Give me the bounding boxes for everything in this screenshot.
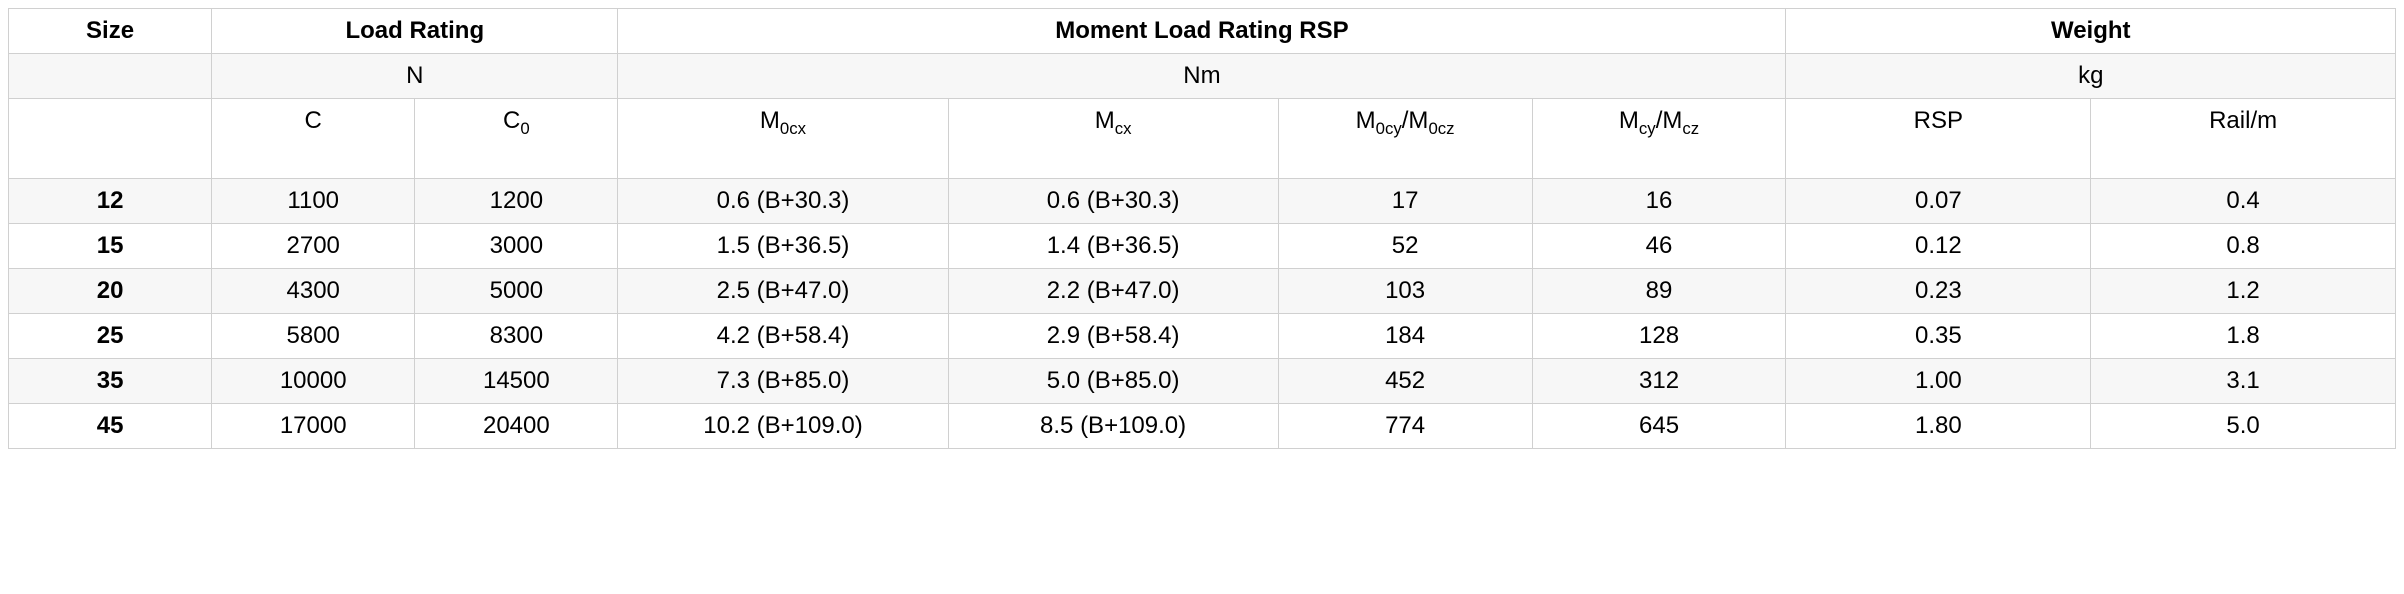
cell-rail: 1.2 bbox=[2091, 269, 2396, 314]
cell-rsp: 0.35 bbox=[1786, 314, 2091, 359]
subheader-rsp: RSP bbox=[1786, 99, 2091, 179]
cell-size: 12 bbox=[9, 179, 212, 224]
cell-mcx: 0.6 (B+30.3) bbox=[948, 179, 1278, 224]
table-body: 12110012000.6 (B+30.3)0.6 (B+30.3)17160.… bbox=[9, 179, 2396, 449]
load-rating-table: Size Load Rating Moment Load Rating RSP … bbox=[8, 8, 2396, 449]
subheader-size-blank bbox=[9, 99, 212, 179]
header-weight: Weight bbox=[1786, 9, 2396, 54]
cell-rail: 0.4 bbox=[2091, 179, 2396, 224]
cell-c: 1100 bbox=[212, 179, 415, 224]
cell-c: 5800 bbox=[212, 314, 415, 359]
cell-c0: 8300 bbox=[415, 314, 618, 359]
cell-mcy: 312 bbox=[1532, 359, 1786, 404]
cell-mcy: 16 bbox=[1532, 179, 1786, 224]
cell-m0cy: 774 bbox=[1278, 404, 1532, 449]
cell-rail: 5.0 bbox=[2091, 404, 2396, 449]
cell-c0: 14500 bbox=[415, 359, 618, 404]
cell-mcx: 1.4 (B+36.5) bbox=[948, 224, 1278, 269]
subheader-m0cy: M0cy/M0cz bbox=[1278, 99, 1532, 179]
cell-m0cx: 2.5 (B+47.0) bbox=[618, 269, 948, 314]
cell-m0cy: 17 bbox=[1278, 179, 1532, 224]
cell-mcy: 128 bbox=[1532, 314, 1786, 359]
cell-mcx: 2.2 (B+47.0) bbox=[948, 269, 1278, 314]
cell-m0cx: 7.3 (B+85.0) bbox=[618, 359, 948, 404]
unit-moment-load: Nm bbox=[618, 54, 1786, 99]
cell-m0cy: 52 bbox=[1278, 224, 1532, 269]
cell-c0: 20400 bbox=[415, 404, 618, 449]
subheader-c: C bbox=[212, 99, 415, 179]
subheader-mcx: Mcx bbox=[948, 99, 1278, 179]
cell-c0: 1200 bbox=[415, 179, 618, 224]
cell-m0cy: 184 bbox=[1278, 314, 1532, 359]
cell-rsp: 0.07 bbox=[1786, 179, 2091, 224]
unit-size-blank bbox=[9, 54, 212, 99]
table-row: 3510000145007.3 (B+85.0)5.0 (B+85.0)4523… bbox=[9, 359, 2396, 404]
cell-size: 45 bbox=[9, 404, 212, 449]
cell-c: 4300 bbox=[212, 269, 415, 314]
table-row: 45170002040010.2 (B+109.0)8.5 (B+109.0)7… bbox=[9, 404, 2396, 449]
cell-c0: 3000 bbox=[415, 224, 618, 269]
cell-m0cy: 103 bbox=[1278, 269, 1532, 314]
cell-c0: 5000 bbox=[415, 269, 618, 314]
unit-load-rating: N bbox=[212, 54, 618, 99]
cell-size: 25 bbox=[9, 314, 212, 359]
cell-mcy: 46 bbox=[1532, 224, 1786, 269]
cell-c: 10000 bbox=[212, 359, 415, 404]
cell-c: 17000 bbox=[212, 404, 415, 449]
table-row: 20430050002.5 (B+47.0)2.2 (B+47.0)103890… bbox=[9, 269, 2396, 314]
cell-m0cx: 4.2 (B+58.4) bbox=[618, 314, 948, 359]
header-moment-load: Moment Load Rating RSP bbox=[618, 9, 1786, 54]
header-load-rating: Load Rating bbox=[212, 9, 618, 54]
subheader-m0cx: M0cx bbox=[618, 99, 948, 179]
subheader-rail: Rail/m bbox=[2091, 99, 2396, 179]
cell-rail: 0.8 bbox=[2091, 224, 2396, 269]
cell-m0cx: 10.2 (B+109.0) bbox=[618, 404, 948, 449]
cell-size: 35 bbox=[9, 359, 212, 404]
cell-size: 15 bbox=[9, 224, 212, 269]
cell-mcy: 89 bbox=[1532, 269, 1786, 314]
table-row: 15270030001.5 (B+36.5)1.4 (B+36.5)52460.… bbox=[9, 224, 2396, 269]
table-row: 25580083004.2 (B+58.4)2.9 (B+58.4)184128… bbox=[9, 314, 2396, 359]
cell-size: 20 bbox=[9, 269, 212, 314]
cell-mcy: 645 bbox=[1532, 404, 1786, 449]
cell-mcx: 8.5 (B+109.0) bbox=[948, 404, 1278, 449]
cell-rsp: 0.23 bbox=[1786, 269, 2091, 314]
cell-mcx: 5.0 (B+85.0) bbox=[948, 359, 1278, 404]
cell-mcx: 2.9 (B+58.4) bbox=[948, 314, 1278, 359]
unit-weight: kg bbox=[1786, 54, 2396, 99]
cell-c: 2700 bbox=[212, 224, 415, 269]
header-row-groups: Size Load Rating Moment Load Rating RSP … bbox=[9, 9, 2396, 54]
table-header: Size Load Rating Moment Load Rating RSP … bbox=[9, 9, 2396, 179]
cell-m0cy: 452 bbox=[1278, 359, 1532, 404]
header-size: Size bbox=[9, 9, 212, 54]
cell-rsp: 1.80 bbox=[1786, 404, 2091, 449]
header-row-subheaders: C C0 M0cx Mcx M0cy/M0cz Mcy/Mcz RSP Rail… bbox=[9, 99, 2396, 179]
subheader-mcy: Mcy/Mcz bbox=[1532, 99, 1786, 179]
cell-m0cx: 0.6 (B+30.3) bbox=[618, 179, 948, 224]
table-row: 12110012000.6 (B+30.3)0.6 (B+30.3)17160.… bbox=[9, 179, 2396, 224]
cell-rsp: 0.12 bbox=[1786, 224, 2091, 269]
cell-rail: 3.1 bbox=[2091, 359, 2396, 404]
cell-rsp: 1.00 bbox=[1786, 359, 2091, 404]
subheader-c0: C0 bbox=[415, 99, 618, 179]
header-row-units: N Nm kg bbox=[9, 54, 2396, 99]
cell-m0cx: 1.5 (B+36.5) bbox=[618, 224, 948, 269]
cell-rail: 1.8 bbox=[2091, 314, 2396, 359]
